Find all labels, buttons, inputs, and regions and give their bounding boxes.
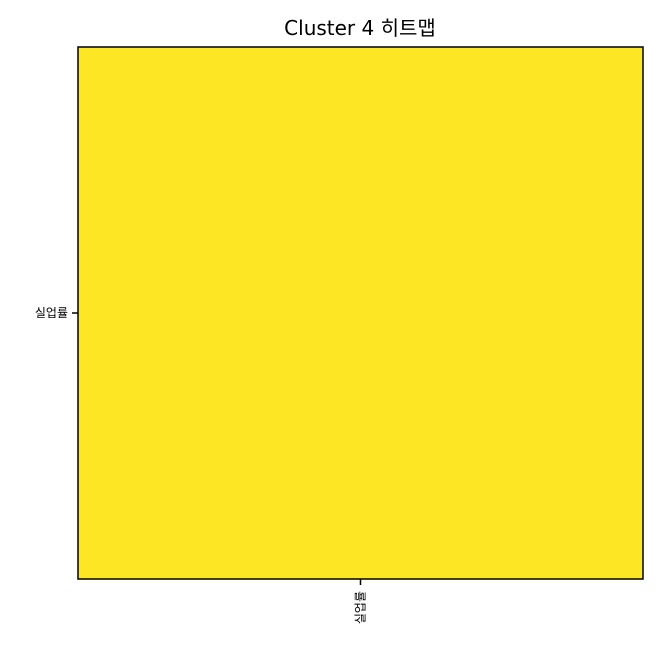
heatmap-cells (78, 47, 643, 579)
x-axis-tick-label: 실업률 (354, 591, 368, 624)
plot-frame (77, 46, 644, 580)
y-axis-tick-label: 실업률 (35, 306, 68, 320)
heatmap-cell (78, 47, 643, 579)
chart-title: Cluster 4 히트맵 (284, 16, 436, 40)
